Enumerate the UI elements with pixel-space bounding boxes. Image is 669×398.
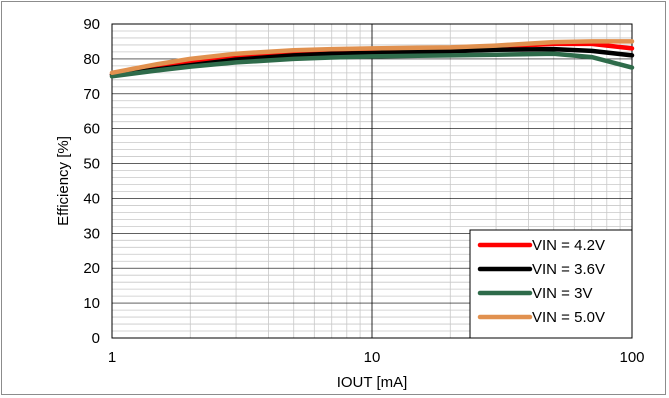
- x-tick-labels: 1 10 100: [108, 349, 645, 366]
- y-axis-title: Efficiency [%]: [55, 136, 72, 226]
- y-tick-label: 0: [92, 330, 100, 347]
- series-line-3: [109, 51, 635, 79]
- y-tick-label: 20: [83, 260, 100, 277]
- legend-label: VIN = 5.0V: [532, 309, 605, 326]
- y-tick-label: 70: [83, 86, 100, 103]
- x-tick-label: 1: [108, 349, 116, 366]
- y-tick-labels: 0 10 20 30 40 50 60 70 80 90: [83, 16, 100, 347]
- x-tick-label: 10: [364, 349, 381, 366]
- y-tick-label: 60: [83, 121, 100, 138]
- y-tick-label: 30: [83, 225, 100, 242]
- x-axis-title: IOUT [mA]: [337, 374, 408, 391]
- y-tick-label: 50: [83, 156, 100, 173]
- y-tick-label: 80: [83, 51, 100, 68]
- series-lines: [109, 39, 635, 79]
- legend: VIN = 4.2V VIN = 3.6V VIN = 3V VIN = 5.0V: [469, 229, 633, 339]
- legend-label: VIN = 3V: [532, 285, 592, 302]
- y-tick-label: 90: [83, 16, 100, 33]
- legend-label: VIN = 4.2V: [532, 237, 605, 254]
- y-tick-label: 40: [83, 190, 100, 207]
- y-tick-label: 10: [83, 295, 100, 312]
- legend-label: VIN = 3.6V: [532, 261, 605, 278]
- legend-box: [469, 229, 633, 339]
- x-tick-label: 100: [619, 349, 644, 366]
- plot-area-border: [111, 23, 633, 339]
- series-line-4: [109, 39, 635, 76]
